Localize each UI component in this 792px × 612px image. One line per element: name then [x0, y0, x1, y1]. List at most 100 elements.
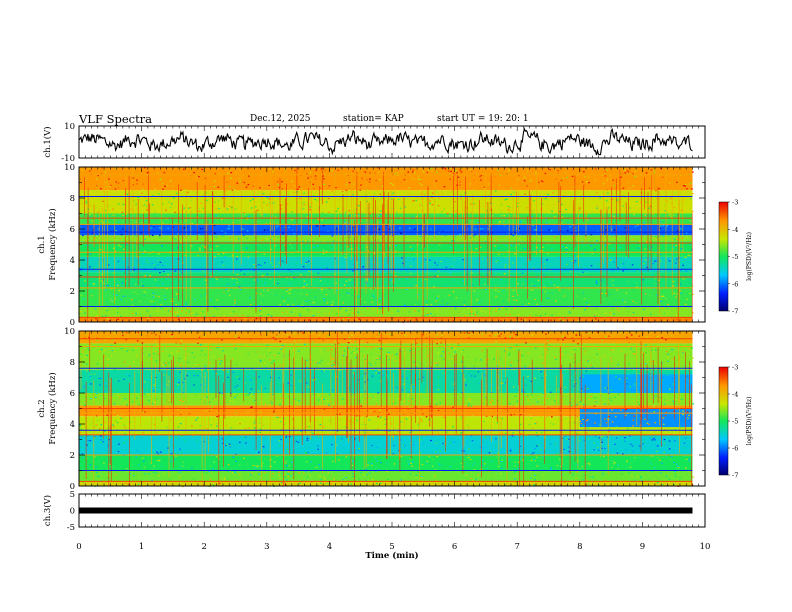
speckle: [183, 357, 186, 359]
speckle: [344, 221, 346, 223]
speckle: [217, 200, 220, 202]
speckle: [85, 240, 87, 242]
speckle: [209, 277, 211, 279]
speckle: [685, 385, 687, 387]
speckle: [349, 279, 351, 281]
speckle: [411, 248, 413, 250]
speckle: [414, 320, 416, 322]
speckle: [628, 187, 630, 190]
speckle: [653, 171, 656, 173]
speckle: [602, 401, 605, 403]
speckle: [654, 237, 657, 239]
speckle: [412, 191, 414, 194]
speckle: [655, 250, 657, 252]
speckle: [496, 173, 498, 175]
speckle: [348, 314, 350, 316]
speckle: [605, 229, 607, 231]
speckle: [89, 266, 91, 268]
speckle: [312, 278, 314, 280]
speckle: [515, 470, 517, 472]
speckle: [614, 461, 616, 464]
speckle: [599, 201, 602, 203]
speckle: [163, 473, 165, 475]
speckle: [560, 222, 563, 224]
speckle: [253, 269, 255, 272]
speckle: [204, 279, 207, 281]
speckle: [162, 222, 165, 224]
speckle: [685, 235, 688, 237]
speckle: [344, 377, 346, 379]
speckle: [173, 304, 175, 307]
speckle: [269, 168, 271, 170]
speckle: [226, 243, 229, 245]
speckle: [250, 406, 252, 408]
speckle: [145, 236, 148, 238]
speckle: [570, 405, 573, 407]
speckle: [565, 171, 568, 173]
speckle: [637, 224, 639, 226]
speckle: [366, 474, 368, 476]
speckle: [495, 438, 497, 440]
speckle: [500, 277, 502, 279]
speckle: [88, 202, 91, 204]
speckle: [375, 415, 377, 417]
speckle: [386, 425, 389, 428]
speckle: [393, 201, 396, 204]
speckle: [497, 253, 500, 255]
speckle: [586, 213, 588, 215]
speckle: [402, 453, 405, 455]
speckle: [590, 395, 593, 398]
speckle: [271, 171, 274, 173]
speckle: [543, 401, 545, 404]
speckle: [213, 419, 215, 421]
speckle: [366, 347, 369, 349]
speckle: [200, 295, 202, 297]
speckle: [165, 362, 167, 364]
speckle: [521, 241, 523, 243]
speckle: [667, 303, 669, 306]
speckle: [109, 298, 112, 301]
speckle: [417, 310, 420, 312]
speckle: [540, 415, 542, 417]
speckle: [231, 256, 234, 258]
speckle: [402, 340, 405, 342]
speckle: [87, 273, 90, 275]
speckle: [95, 178, 98, 180]
speckle: [427, 311, 429, 313]
speckle: [290, 189, 292, 191]
speckle: [442, 465, 444, 467]
speckle: [481, 464, 483, 466]
speckle: [507, 221, 510, 223]
speckle: [654, 278, 657, 280]
speckle: [425, 416, 428, 418]
speckle: [587, 216, 590, 218]
speckle: [420, 224, 422, 226]
speckle: [657, 445, 659, 447]
speckle: [110, 345, 113, 347]
speckle: [367, 464, 369, 466]
speckle: [601, 260, 603, 262]
speckle: [301, 202, 303, 204]
speckle: [613, 463, 615, 465]
speckle: [650, 398, 653, 400]
speckle: [682, 264, 684, 266]
speckle: [208, 401, 211, 403]
speckle: [400, 181, 403, 183]
speckle: [318, 207, 320, 209]
speckle: [311, 219, 314, 221]
speckle: [248, 175, 250, 177]
speckle: [415, 342, 418, 345]
speckle: [478, 213, 480, 215]
speckle: [530, 459, 533, 462]
speckle: [463, 450, 465, 452]
speckle: [457, 204, 460, 206]
speckle: [493, 274, 496, 276]
speckle: [539, 250, 542, 252]
speckle: [509, 336, 511, 338]
speckle: [485, 288, 487, 290]
speckle: [250, 303, 252, 306]
speckle: [278, 262, 281, 264]
spectrum-band: [79, 455, 693, 471]
speckle: [352, 270, 354, 272]
speckle: [524, 319, 527, 321]
